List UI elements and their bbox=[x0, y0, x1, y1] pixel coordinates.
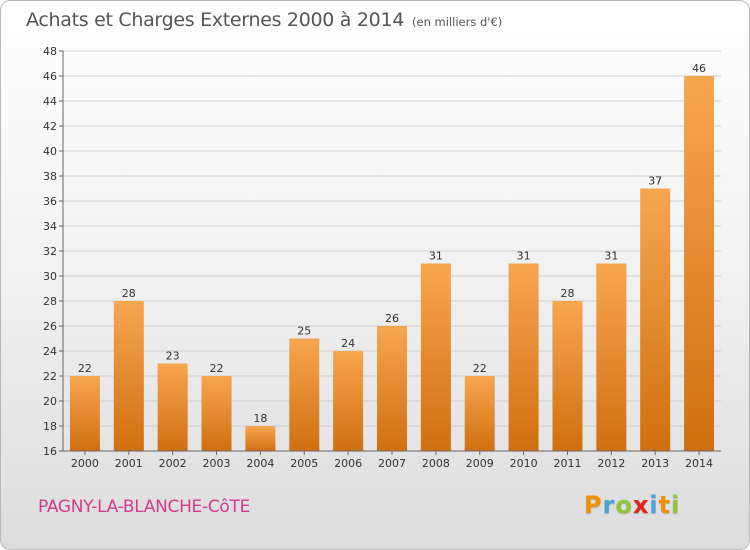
bar-value-label: 31 bbox=[604, 250, 618, 263]
x-tick-label: 2014 bbox=[685, 457, 713, 470]
bar-2002 bbox=[157, 363, 188, 451]
bar-value-label: 22 bbox=[78, 362, 92, 375]
y-tick-label: 48 bbox=[43, 45, 57, 58]
bar-2005 bbox=[289, 338, 320, 451]
bar-2003 bbox=[201, 376, 232, 451]
chart-title-block: Achats et Charges Externes 2000 à 2014 (e… bbox=[26, 9, 502, 31]
y-tick-label: 38 bbox=[43, 170, 57, 183]
y-tick-label: 22 bbox=[43, 370, 57, 383]
x-tick-label: 2012 bbox=[597, 457, 625, 470]
x-tick-label: 2011 bbox=[553, 457, 581, 470]
labels: 16 18 20 22 24 26 28 30 32 34 36 38 40 42 44 46 48 22 2000… bbox=[43, 45, 713, 470]
x-tick-label: 2003 bbox=[203, 457, 231, 470]
town-name: PAGNY-LA-BLANCHE-CôTE bbox=[38, 497, 251, 517]
y-tick-label: 46 bbox=[43, 70, 57, 83]
x-tick-label: 2010 bbox=[510, 457, 538, 470]
logo-letter: o bbox=[615, 491, 633, 519]
bar-value-label: 28 bbox=[122, 287, 136, 300]
chart-title: Achats et Charges Externes 2000 à 2014 bbox=[26, 9, 405, 31]
y-tick-label: 32 bbox=[43, 245, 57, 258]
bar-value-label: 46 bbox=[692, 62, 706, 75]
proxiti-logo[interactable]: Proxiti bbox=[584, 491, 680, 519]
bar-value-label: 31 bbox=[517, 250, 531, 263]
bar-2013 bbox=[640, 188, 671, 451]
bar-2006 bbox=[333, 351, 364, 451]
bar-value-label: 22 bbox=[210, 362, 224, 375]
y-tick-label: 28 bbox=[43, 295, 57, 308]
x-tick-label: 2005 bbox=[290, 457, 318, 470]
y-tick-label: 40 bbox=[43, 145, 57, 158]
x-tick-label: 2009 bbox=[466, 457, 494, 470]
bar-2007 bbox=[377, 326, 407, 451]
x-tick-label: 2006 bbox=[334, 457, 362, 470]
y-tick-label: 26 bbox=[43, 320, 57, 333]
bar-2009 bbox=[464, 376, 495, 451]
bar-2000 bbox=[69, 376, 100, 451]
logo-letter: r bbox=[602, 491, 616, 519]
bar-2012 bbox=[596, 263, 627, 451]
y-tick-label: 30 bbox=[43, 270, 57, 283]
y-tick-label: 36 bbox=[43, 195, 57, 208]
x-tick-label: 2004 bbox=[246, 457, 274, 470]
bar-value-label: 26 bbox=[385, 312, 399, 325]
y-tick-label: 18 bbox=[43, 420, 57, 433]
bar-value-label: 22 bbox=[473, 362, 487, 375]
bar-value-label: 24 bbox=[341, 337, 355, 350]
logo-letter: i bbox=[649, 491, 659, 519]
y-tick-label: 42 bbox=[43, 120, 57, 133]
x-tick-label: 2008 bbox=[422, 457, 450, 470]
logo-letter: P bbox=[584, 491, 603, 519]
x-tick-label: 2001 bbox=[115, 457, 143, 470]
chart-subtitle: (en milliers d'€) bbox=[412, 15, 503, 29]
bar-2010 bbox=[508, 263, 539, 451]
x-tick-label: 2000 bbox=[71, 457, 99, 470]
bar-2014 bbox=[684, 76, 715, 451]
logo-letter: t bbox=[658, 491, 672, 519]
bar-2008 bbox=[420, 263, 451, 451]
bar-value-label: 25 bbox=[297, 325, 311, 338]
bar-2011 bbox=[552, 301, 583, 451]
bar-value-label: 23 bbox=[166, 350, 180, 363]
axes bbox=[59, 50, 721, 455]
y-tick-label: 16 bbox=[43, 445, 57, 458]
bars bbox=[69, 76, 715, 451]
logo-letter: i bbox=[671, 491, 681, 519]
bar-value-label: 37 bbox=[648, 175, 662, 188]
bar-value-label: 18 bbox=[253, 412, 267, 425]
y-tick-label: 24 bbox=[43, 345, 57, 358]
y-tick-label: 34 bbox=[43, 220, 57, 233]
bar-value-label: 31 bbox=[429, 250, 443, 263]
bar-2001 bbox=[113, 301, 144, 451]
bar-2004 bbox=[245, 426, 276, 451]
bar-value-label: 28 bbox=[560, 287, 574, 300]
x-tick-label: 2007 bbox=[378, 457, 406, 470]
logo-letter: x bbox=[632, 491, 650, 519]
x-tick-label: 2013 bbox=[641, 457, 669, 470]
y-tick-label: 44 bbox=[43, 95, 57, 108]
x-tick-label: 2002 bbox=[159, 457, 187, 470]
y-tick-label: 20 bbox=[43, 395, 57, 408]
